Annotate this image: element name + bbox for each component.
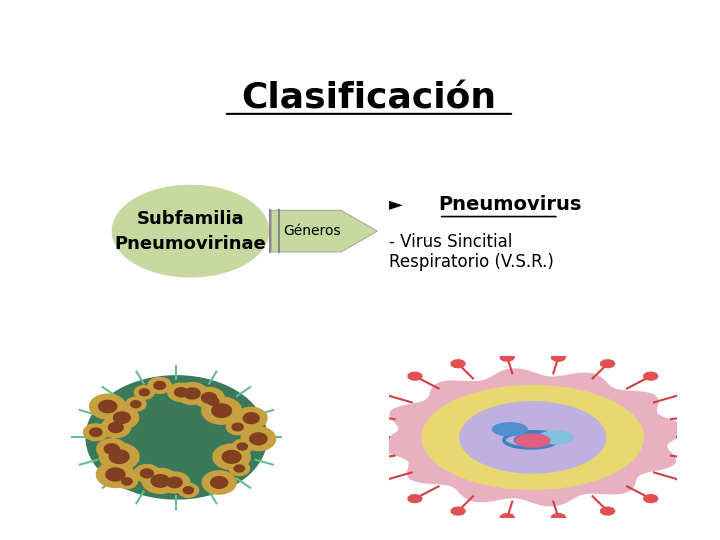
Polygon shape xyxy=(159,472,190,493)
Polygon shape xyxy=(381,369,685,506)
Polygon shape xyxy=(408,372,422,380)
Polygon shape xyxy=(234,465,245,472)
Polygon shape xyxy=(706,434,720,441)
Polygon shape xyxy=(233,440,253,454)
Polygon shape xyxy=(460,402,606,473)
Polygon shape xyxy=(202,394,225,409)
Polygon shape xyxy=(104,444,120,454)
Polygon shape xyxy=(408,495,422,503)
Polygon shape xyxy=(101,417,130,437)
Polygon shape xyxy=(183,487,194,494)
Polygon shape xyxy=(96,462,135,488)
Polygon shape xyxy=(114,412,130,423)
Polygon shape xyxy=(354,456,367,464)
Polygon shape xyxy=(644,372,658,380)
Polygon shape xyxy=(451,360,465,368)
Polygon shape xyxy=(109,422,123,433)
Polygon shape xyxy=(126,397,146,411)
Text: - Virus Sincitial: - Virus Sincitial xyxy=(389,233,512,251)
Polygon shape xyxy=(167,477,182,488)
Polygon shape xyxy=(109,450,129,463)
Polygon shape xyxy=(222,450,241,463)
Polygon shape xyxy=(178,483,199,497)
Polygon shape xyxy=(232,423,243,431)
Polygon shape xyxy=(84,424,108,441)
FancyArrow shape xyxy=(271,210,377,252)
Polygon shape xyxy=(516,434,550,447)
Polygon shape xyxy=(140,469,153,478)
Polygon shape xyxy=(600,507,615,515)
Polygon shape xyxy=(227,420,249,435)
Text: Géneros: Géneros xyxy=(283,224,341,238)
Polygon shape xyxy=(202,397,241,424)
Polygon shape xyxy=(500,514,514,522)
Polygon shape xyxy=(89,394,126,419)
Polygon shape xyxy=(140,389,149,396)
Polygon shape xyxy=(211,477,228,488)
Polygon shape xyxy=(698,456,713,464)
Polygon shape xyxy=(99,400,117,413)
Polygon shape xyxy=(176,382,208,404)
Text: Respiratorio (V.S.R.): Respiratorio (V.S.R.) xyxy=(389,253,554,271)
Text: Pneumovirus: Pneumovirus xyxy=(438,194,582,214)
Polygon shape xyxy=(211,479,222,487)
Polygon shape xyxy=(207,397,219,405)
Polygon shape xyxy=(422,386,644,489)
Polygon shape xyxy=(135,386,154,399)
Polygon shape xyxy=(105,406,139,429)
Polygon shape xyxy=(492,423,527,436)
Polygon shape xyxy=(131,401,141,408)
Polygon shape xyxy=(117,474,138,489)
Polygon shape xyxy=(184,388,200,399)
Polygon shape xyxy=(205,475,228,491)
Polygon shape xyxy=(374,390,389,397)
Polygon shape xyxy=(451,507,465,515)
Polygon shape xyxy=(142,468,179,494)
Polygon shape xyxy=(539,431,573,444)
Text: Clasificación: Clasificación xyxy=(241,81,497,115)
Polygon shape xyxy=(238,443,248,450)
Ellipse shape xyxy=(112,185,269,277)
Polygon shape xyxy=(229,462,250,476)
Polygon shape xyxy=(698,410,713,418)
Polygon shape xyxy=(678,477,691,485)
Text: ►: ► xyxy=(389,195,402,213)
Polygon shape xyxy=(600,360,615,368)
Polygon shape xyxy=(552,514,566,522)
Polygon shape xyxy=(154,381,166,389)
Polygon shape xyxy=(99,443,139,470)
Polygon shape xyxy=(151,475,169,487)
Polygon shape xyxy=(202,471,236,494)
Polygon shape xyxy=(174,388,188,397)
Polygon shape xyxy=(96,438,127,459)
Polygon shape xyxy=(678,390,691,397)
Polygon shape xyxy=(168,383,194,401)
Polygon shape xyxy=(500,353,514,361)
Polygon shape xyxy=(213,444,251,470)
Polygon shape xyxy=(346,434,360,441)
Polygon shape xyxy=(134,464,160,482)
Polygon shape xyxy=(354,410,367,418)
Polygon shape xyxy=(250,433,267,445)
Text: Pneumovirinae: Pneumovirinae xyxy=(114,234,266,253)
Polygon shape xyxy=(374,477,389,485)
Polygon shape xyxy=(241,427,276,450)
Polygon shape xyxy=(106,468,125,481)
Text: Subfamilia: Subfamilia xyxy=(137,210,244,228)
Polygon shape xyxy=(194,388,224,408)
Polygon shape xyxy=(86,376,266,499)
Polygon shape xyxy=(90,428,102,436)
Polygon shape xyxy=(243,413,259,423)
Polygon shape xyxy=(552,353,566,361)
Polygon shape xyxy=(202,393,217,403)
Polygon shape xyxy=(212,404,232,417)
Polygon shape xyxy=(148,377,171,393)
Polygon shape xyxy=(235,407,267,429)
Polygon shape xyxy=(644,495,658,503)
Polygon shape xyxy=(122,478,132,485)
